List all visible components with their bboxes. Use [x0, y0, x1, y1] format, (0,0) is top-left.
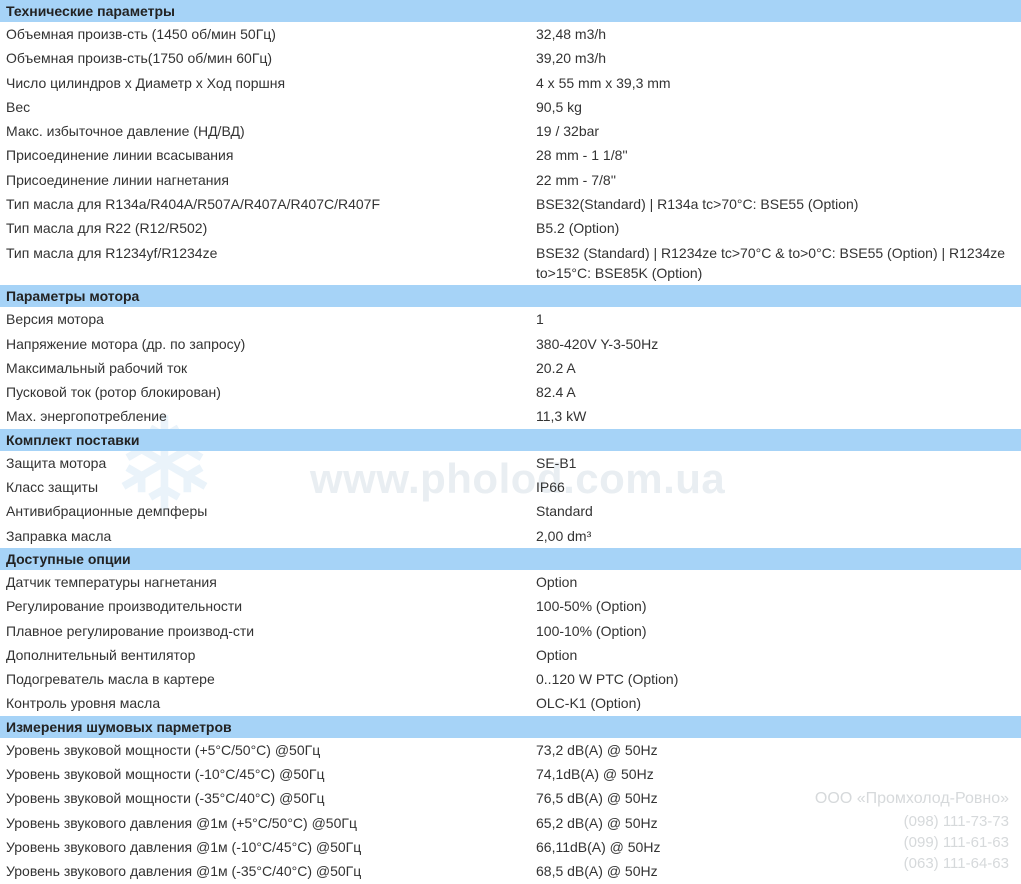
spec-label: Уровень звуковой мощности (+5°C/50°C) @5…	[6, 740, 536, 760]
spec-row: Вес90,5 kg	[0, 95, 1021, 119]
spec-row: Версия мотора1	[0, 307, 1021, 331]
spec-label: Уровень звуковой мощности (-35°C/40°C) @…	[6, 788, 536, 808]
spec-label: Присоединение линии нагнетания	[6, 170, 536, 190]
spec-value: 100-50% (Option)	[536, 596, 1015, 616]
spec-row: Заправка масла2,00 dm³	[0, 524, 1021, 548]
spec-row: Контроль уровня маслаOLC-K1 (Option)	[0, 691, 1021, 715]
spec-row: Регулирование производительности100-50% …	[0, 594, 1021, 618]
spec-value: 11,3 kW	[536, 406, 1015, 426]
spec-label: Класс защиты	[6, 477, 536, 497]
spec-row: Уровень звукового давления @1м (-35°C/40…	[0, 859, 1021, 883]
spec-label: Заправка масла	[6, 526, 536, 546]
spec-value: Option	[536, 572, 1015, 592]
spec-label: Присоединение линии всасывания	[6, 145, 536, 165]
spec-row: Max. энергопотребление11,3 kW	[0, 404, 1021, 428]
spec-row: Присоединение линии всасывания28 mm - 1 …	[0, 143, 1021, 167]
spec-label: Плавное регулирование производ-сти	[6, 621, 536, 641]
section-header: Комплект поставки	[0, 429, 1021, 451]
spec-row: Тип масла для R134a/R404A/R507A/R407A/R4…	[0, 192, 1021, 216]
spec-value: 20.2 A	[536, 358, 1015, 378]
spec-value: IP66	[536, 477, 1015, 497]
spec-row: Класс защитыIP66	[0, 475, 1021, 499]
section-header: Технические параметры	[0, 0, 1021, 22]
spec-value: SE-B1	[536, 453, 1015, 473]
spec-value: 74,1dB(A) @ 50Hz	[536, 764, 1015, 784]
spec-row: Дополнительный вентиляторOption	[0, 643, 1021, 667]
spec-value: 39,20 m3/h	[536, 48, 1015, 68]
section-header: Доступные опции	[0, 548, 1021, 570]
spec-label: Вес	[6, 97, 536, 117]
spec-row: Подогреватель масла в картере0..120 W PT…	[0, 667, 1021, 691]
spec-row: Объемная произв-сть (1450 об/мин 50Гц)32…	[0, 22, 1021, 46]
spec-label: Напряжение мотора (др. по запросу)	[6, 334, 536, 354]
spec-value: 68,5 dB(A) @ 50Hz	[536, 861, 1015, 881]
spec-label: Антивибрационные демпферы	[6, 501, 536, 521]
spec-label: Максимальный рабочий ток	[6, 358, 536, 378]
spec-label: Версия мотора	[6, 309, 536, 329]
spec-value: 4 x 55 mm x 39,3 mm	[536, 73, 1015, 93]
spec-row: Объемная произв-сть(1750 об/мин 60Гц)39,…	[0, 46, 1021, 70]
spec-value: 32,48 m3/h	[536, 24, 1015, 44]
spec-label: Уровень звуковой мощности (-10°C/45°C) @…	[6, 764, 536, 784]
spec-value: 76,5 dB(A) @ 50Hz	[536, 788, 1015, 808]
spec-row: Уровень звуковой мощности (+5°C/50°C) @5…	[0, 738, 1021, 762]
spec-label: Объемная произв-сть(1750 об/мин 60Гц)	[6, 48, 536, 68]
spec-row: Тип масла для R1234yf/R1234zeBSE32 (Stan…	[0, 241, 1021, 286]
spec-row: Плавное регулирование производ-сти100-10…	[0, 619, 1021, 643]
spec-value: 19 / 32bar	[536, 121, 1015, 141]
spec-row: Макс. избыточное давление (НД/ВД)19 / 32…	[0, 119, 1021, 143]
spec-value: 380-420V Y-3-50Hz	[536, 334, 1015, 354]
spec-row: Напряжение мотора (др. по запросу)380-42…	[0, 332, 1021, 356]
spec-value: 65,2 dB(A) @ 50Hz	[536, 813, 1015, 833]
spec-label: Регулирование производительности	[6, 596, 536, 616]
section-header: Измерения шумовых парметров	[0, 716, 1021, 738]
spec-row: Антивибрационные демпферыStandard	[0, 499, 1021, 523]
spec-row: Число цилиндров x Диаметр x Ход поршня4 …	[0, 71, 1021, 95]
spec-row: Уровень звуковой мощности (-10°C/45°C) @…	[0, 762, 1021, 786]
spec-value: BSE32 (Standard) | R1234ze tc>70°C & to>…	[536, 243, 1015, 284]
spec-label: Объемная произв-сть (1450 об/мин 50Гц)	[6, 24, 536, 44]
spec-row: Пусковой ток (ротор блокирован)82.4 A	[0, 380, 1021, 404]
spec-row: Уровень звукового давления @1м (+5°C/50°…	[0, 811, 1021, 835]
spec-label: Уровень звукового давления @1м (-10°C/45…	[6, 837, 536, 857]
spec-value: BSE32(Standard) | R134a tc>70°C: BSE55 (…	[536, 194, 1015, 214]
spec-row: Защита мотораSE-B1	[0, 451, 1021, 475]
spec-table: Технические параметрыОбъемная произв-сть…	[0, 0, 1021, 884]
spec-value: 2,00 dm³	[536, 526, 1015, 546]
spec-value: B5.2 (Option)	[536, 218, 1015, 238]
spec-label: Контроль уровня масла	[6, 693, 536, 713]
section-header: Параметры мотора	[0, 285, 1021, 307]
spec-value: 28 mm - 1 1/8''	[536, 145, 1015, 165]
spec-label: Защита мотора	[6, 453, 536, 473]
spec-value: 73,2 dB(A) @ 50Hz	[536, 740, 1015, 760]
spec-row: Максимальный рабочий ток20.2 A	[0, 356, 1021, 380]
spec-value: 22 mm - 7/8''	[536, 170, 1015, 190]
spec-value: 66,11dB(A) @ 50Hz	[536, 837, 1015, 857]
spec-value: 90,5 kg	[536, 97, 1015, 117]
spec-row: Присоединение линии нагнетания22 mm - 7/…	[0, 168, 1021, 192]
spec-value: OLC-K1 (Option)	[536, 693, 1015, 713]
spec-row: Тип масла для R22 (R12/R502)B5.2 (Option…	[0, 216, 1021, 240]
spec-value: 1	[536, 309, 1015, 329]
spec-label: Уровень звукового давления @1м (-35°C/40…	[6, 861, 536, 881]
spec-row: Уровень звуковой мощности (-35°C/40°C) @…	[0, 786, 1021, 810]
spec-label: Подогреватель масла в картере	[6, 669, 536, 689]
spec-label: Тип масла для R22 (R12/R502)	[6, 218, 536, 238]
spec-row: Уровень звукового давления @1м (-10°C/45…	[0, 835, 1021, 859]
spec-label: Датчик температуры нагнетания	[6, 572, 536, 592]
spec-value: 0..120 W PTC (Option)	[536, 669, 1015, 689]
spec-label: Max. энергопотребление	[6, 406, 536, 426]
spec-value: Standard	[536, 501, 1015, 521]
spec-row: Датчик температуры нагнетанияOption	[0, 570, 1021, 594]
spec-label: Уровень звукового давления @1м (+5°C/50°…	[6, 813, 536, 833]
spec-value: Option	[536, 645, 1015, 665]
spec-value: 82.4 A	[536, 382, 1015, 402]
spec-label: Тип масла для R134a/R404A/R507A/R407A/R4…	[6, 194, 536, 214]
spec-label: Тип масла для R1234yf/R1234ze	[6, 243, 536, 284]
spec-label: Дополнительный вентилятор	[6, 645, 536, 665]
spec-label: Пусковой ток (ротор блокирован)	[6, 382, 536, 402]
spec-value: 100-10% (Option)	[536, 621, 1015, 641]
spec-label: Число цилиндров x Диаметр x Ход поршня	[6, 73, 536, 93]
spec-label: Макс. избыточное давление (НД/ВД)	[6, 121, 536, 141]
